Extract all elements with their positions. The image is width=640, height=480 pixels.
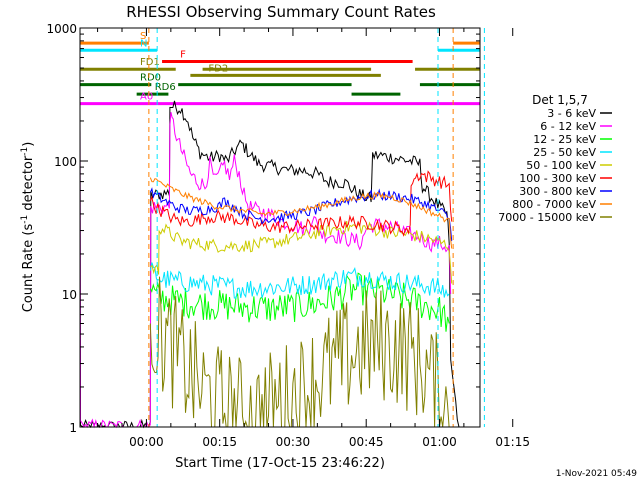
legend-label-9: 7000 - 15000 keV bbox=[498, 211, 596, 224]
legend-label-7: 300 - 800 keV bbox=[519, 185, 596, 198]
y-label-sup-1: -1 bbox=[20, 215, 30, 224]
flag-label-a0: A0 bbox=[140, 92, 153, 103]
legend-title: Det 1,5,7 bbox=[532, 93, 588, 107]
flag-label-f: F bbox=[180, 50, 186, 61]
x-tick-label-3: 00:30 bbox=[276, 435, 311, 449]
x-axis-label: Start Time (17-Oct-15 23:46:22) bbox=[175, 456, 385, 471]
flag-label-fd2: FD2 bbox=[208, 63, 228, 74]
y-tick-label-100: 100 bbox=[54, 155, 77, 169]
y-tick-label-1: 1 bbox=[69, 421, 77, 435]
x-tick-label-5: 01:00 bbox=[422, 435, 457, 449]
chart-title: RHESSI Observing Summary Count Rates bbox=[126, 3, 436, 21]
legend-label-6: 100 - 300 keV bbox=[519, 172, 596, 185]
y-label-sup-2: -1 bbox=[20, 147, 30, 156]
timestamp: 1-Nov-2021 05:49 bbox=[556, 469, 638, 479]
y-label-part-1: Count Rate (s bbox=[21, 224, 36, 313]
legend-label-1: 3 - 6 keV bbox=[547, 107, 596, 120]
series-line-9 bbox=[149, 276, 451, 428]
x-tick-label-6: 01:15 bbox=[495, 435, 530, 449]
x-tick-label-1: 00:00 bbox=[129, 435, 164, 449]
flag-label-s: S bbox=[140, 31, 146, 42]
legend-label-5: 50 - 100 keV bbox=[526, 159, 596, 172]
legend-label-4: 25 - 50 keV bbox=[533, 146, 596, 159]
series-line-8 bbox=[149, 177, 453, 249]
series-line-7 bbox=[149, 187, 453, 242]
y-label-part-2: detector bbox=[21, 155, 36, 215]
plot-frame bbox=[79, 27, 481, 428]
axes-layer: 1 10 100 1000 00:00 00:15 00:30 00:45 01:00 01:15 bbox=[46, 22, 530, 449]
y-tick-label-1000: 1000 bbox=[46, 22, 77, 36]
y-tick-label-10: 10 bbox=[62, 288, 77, 302]
series-line-5 bbox=[149, 221, 453, 284]
legend-label-8: 800 - 7000 keV bbox=[512, 198, 596, 211]
legend-label-2: 6 - 12 keV bbox=[540, 120, 596, 133]
flag-label-fd1: FD1 bbox=[140, 57, 160, 68]
y-label-part-3: ) bbox=[21, 142, 36, 147]
series-line-3 bbox=[149, 272, 450, 332]
series-line-6 bbox=[149, 170, 453, 237]
flag-label-rd6: RD6 bbox=[155, 82, 176, 93]
series-line-4 bbox=[149, 262, 450, 299]
flag-label-n: N bbox=[140, 38, 147, 49]
y-axis-label: Count Rate (s-1 detector-1) bbox=[20, 142, 36, 313]
x-tick-label-2: 00:15 bbox=[202, 435, 237, 449]
vertical-markers-layer bbox=[148, 28, 485, 427]
x-tick-label-4: 00:45 bbox=[349, 435, 384, 449]
legend-label-3: 12 - 25 keV bbox=[533, 133, 596, 146]
flag-label-rd0: RD0 bbox=[140, 73, 161, 84]
